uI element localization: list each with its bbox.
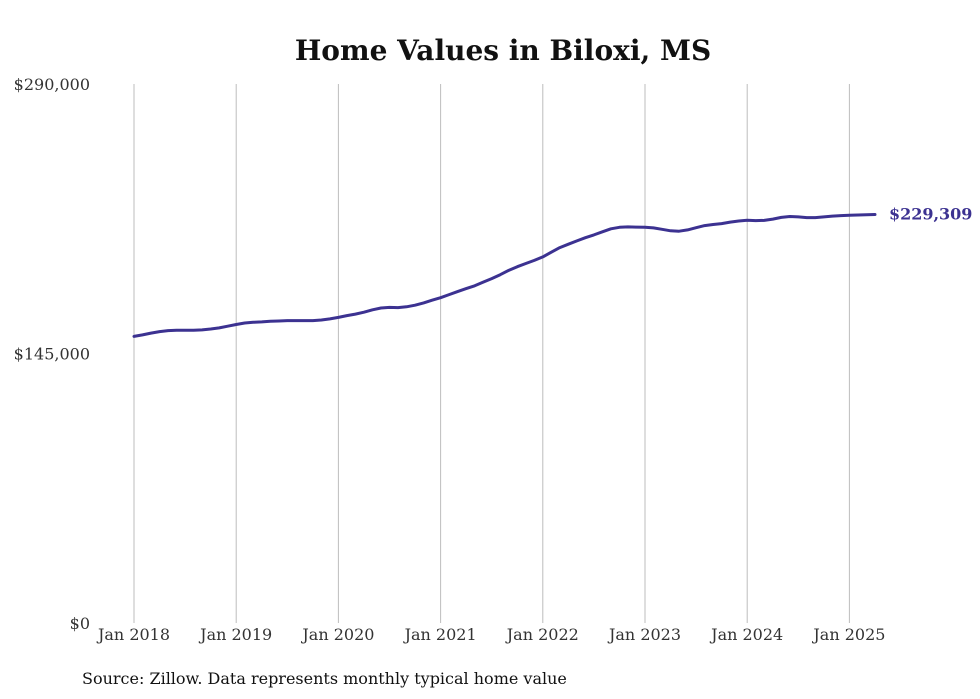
y-axis-tick-labels: $0 $145,000 $290,000 [14,75,90,633]
y-tick-label: $145,000 [14,345,90,364]
x-tick-label: Jan 2018 [96,625,170,644]
series-layer: $229,309 [132,204,973,338]
x-tick-label: Jan 2021 [403,625,477,644]
x-tick-label: Jan 2023 [607,625,681,644]
series-line [132,213,877,338]
x-axis-tick-labels: Jan 2018 Jan 2019 Jan 2020 Jan 2021 Jan 2022… [96,625,885,644]
x-tick-label: Jan 2025 [811,625,885,644]
chart-title: Home Values in Biloxi, MS [295,34,711,67]
y-tick-label: $0 [70,614,90,633]
end-value-label: $229,309 [889,204,973,223]
y-tick-label: $290,000 [14,75,90,94]
x-tick-label: Jan 2024 [709,625,783,644]
x-tick-label: Jan 2020 [300,625,374,644]
source-note: Source: Zillow. Data represents monthly … [82,669,567,688]
vertical-gridlines [133,84,850,623]
x-tick-label: Jan 2019 [198,625,272,644]
x-tick-label: Jan 2022 [505,625,579,644]
